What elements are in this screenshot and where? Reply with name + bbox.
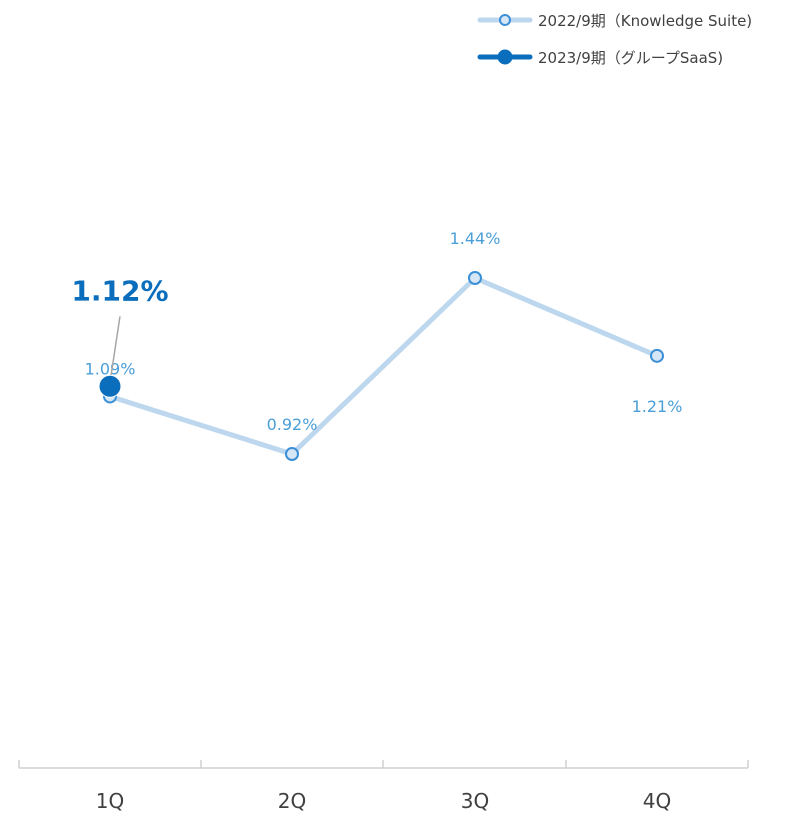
- data-label-curr-1q: 1.12%: [71, 274, 168, 307]
- series-prev: 1.09% 0.92% 1.44% 1.21%: [85, 229, 683, 461]
- data-point-prev-4q: [650, 348, 664, 363]
- data-label-prev-1q: 1.09%: [85, 359, 136, 378]
- legend-item-prev: 2022/9期（Knowledge Suite): [477, 12, 752, 30]
- x-tick-label-1q: 1Q: [96, 789, 124, 813]
- data-point-prev-2q: [285, 447, 299, 461]
- x-tick-label-2q: 2Q: [278, 789, 306, 813]
- data-point-curr-1q: [98, 374, 122, 398]
- x-axis: 1Q 2Q 3Q 4Q: [18, 760, 749, 813]
- data-label-leader-curr-1q: [109, 316, 121, 383]
- legend: 2022/9期（Knowledge Suite) 2023/9期（グループSaa…: [477, 12, 752, 67]
- legend-item-curr: 2023/9期（グループSaaS): [477, 49, 723, 67]
- series-curr: 1.12%: [71, 274, 169, 398]
- data-label-prev-3q: 1.44%: [450, 229, 501, 248]
- legend-marker-curr: [497, 49, 513, 65]
- x-tick-label-3q: 3Q: [461, 789, 489, 813]
- data-label-prev-4q: 1.21%: [632, 397, 683, 416]
- series-line-prev: [107, 275, 660, 457]
- legend-label-prev: 2022/9期（Knowledge Suite): [538, 12, 752, 30]
- legend-marker-prev: [499, 14, 511, 26]
- x-tick-label-4q: 4Q: [643, 789, 671, 813]
- data-label-prev-2q: 0.92%: [267, 415, 318, 434]
- legend-label-curr: 2023/9期（グループSaaS): [538, 49, 723, 67]
- data-point-prev-3q: [468, 271, 482, 285]
